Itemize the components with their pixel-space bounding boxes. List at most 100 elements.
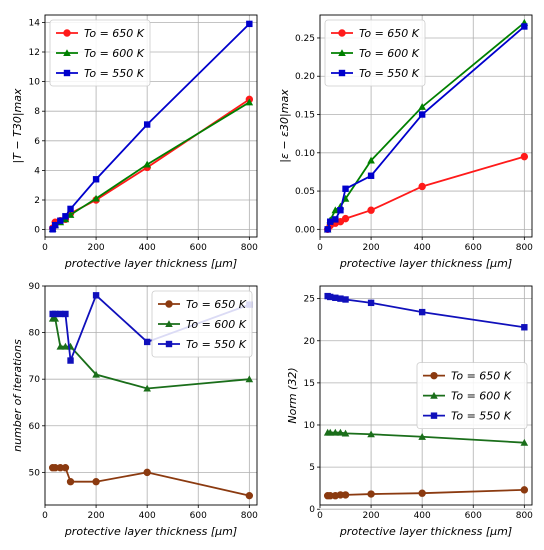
legend-entry: To = 550 K [331,67,420,80]
x-axis-label: protective layer thickness [μm] [339,525,512,538]
x-tick-label: 200 [87,243,104,253]
y-tick-label: 10 [304,421,316,431]
plot-frame [319,14,533,238]
legend-label: To = 600 K [359,47,420,60]
data-point-7 [520,152,529,161]
series-line [327,295,525,329]
data-point-7 [245,375,254,383]
y-tick-label: 15 [304,379,315,389]
legend-label: To = 600 K [186,318,247,331]
series-line [52,317,250,390]
y-tick-label: 0.15 [295,111,315,121]
data-point-4 [342,185,349,192]
data-point-legend [165,320,173,328]
data-point-3 [337,207,344,214]
data-point-4 [341,491,350,499]
legend-label: To = 600 K [84,47,145,60]
x-tick-label: 400 [414,511,431,521]
plot-frame [44,285,258,506]
legend-box [416,362,528,430]
data-point-6 [143,384,151,392]
data-point-1 [52,310,59,318]
x-tick-label: 0 [317,243,323,253]
legend-label: To = 550 K [186,338,247,351]
y-tick-label: 0.00 [295,225,315,235]
data-point-7 [245,98,254,106]
legend-entry: To = 650 K [158,298,247,311]
x-tick-label: 0 [42,243,48,253]
chart-4: 0 200 400 600 800 0 5 10 15 20 25 protective layer … [286,285,533,538]
y-tick-label: 5 [309,463,315,473]
x-tick-label: 400 [139,511,156,521]
legend-label: To = 550 K [84,67,145,80]
data-point-legend [63,69,71,77]
data-point-6 [143,468,151,477]
series-3 [324,292,528,331]
data-point-legend [165,300,173,308]
x-tick-label: 800 [516,511,533,521]
data-point-6 [143,338,151,346]
legend-box [151,290,253,358]
data-point-4 [67,205,74,213]
data-point-legend [338,69,346,77]
data-point-7 [246,20,253,28]
data-point-6 [418,111,426,118]
legend: To = 650 K To = 600 K To = 550 K [49,19,151,87]
y-tick-label: 0.20 [295,72,315,82]
data-point-legend [165,340,173,348]
series-line [327,488,525,497]
series-2 [48,314,254,392]
x-tick-label: 600 [190,243,207,253]
data-point-7 [521,23,528,30]
data-point-4 [66,478,75,486]
x-tick-label: 200 [87,511,104,521]
y-tick-label: 8 [34,107,40,117]
data-point-7 [520,438,529,446]
data-point-5 [367,299,375,307]
y-tick-label: 0.25 [295,34,315,44]
data-point-2 [331,428,340,436]
series-3 [49,20,253,233]
data-point-0 [49,226,56,233]
x-tick-label: 600 [465,511,482,521]
y-tick-label: 0 [34,226,40,236]
y-tick-label: 20 [304,337,316,347]
data-point-4 [341,214,350,223]
series-line [327,431,525,444]
x-tick-label: 600 [190,511,207,521]
series-line [51,98,250,229]
y-tick-label: 6 [34,137,40,147]
data-point-3 [62,213,69,220]
data-point-5 [92,176,100,183]
data-point-5 [367,490,375,498]
y-tick-label: 70 [29,375,41,385]
x-axis-label: protective layer thickness [μm] [339,257,512,270]
data-point-5 [367,206,375,214]
data-point-2 [57,217,64,224]
data-point-5 [92,370,100,378]
legend-label: To = 650 K [451,370,512,383]
x-tick-label: 400 [414,243,431,253]
x-axis-label: protective layer thickness [μm] [64,525,237,538]
legend: To = 650 K To = 600 K To = 550 K [324,19,426,87]
data-point-3 [337,295,344,302]
data-point-5 [367,172,375,179]
legend: To = 650 K To = 600 K To = 550 K [151,290,253,358]
data-point-7 [521,324,528,331]
data-point-7 [245,491,254,500]
plot-frame [44,14,258,238]
series-1 [323,486,529,500]
y-tick-label: 0 [309,505,315,515]
legend-entry: To = 600 K [423,390,512,403]
data-point-4 [342,296,349,303]
series-1 [48,464,254,500]
data-point-legend [430,391,438,399]
data-point-1 [327,218,334,225]
data-point-6 [418,308,426,316]
x-tick-label: 800 [241,511,258,521]
legend-entry: To = 550 K [423,410,512,423]
x-tick-label: 0 [317,511,323,521]
data-point-1 [51,314,60,322]
data-point-3 [61,342,70,350]
